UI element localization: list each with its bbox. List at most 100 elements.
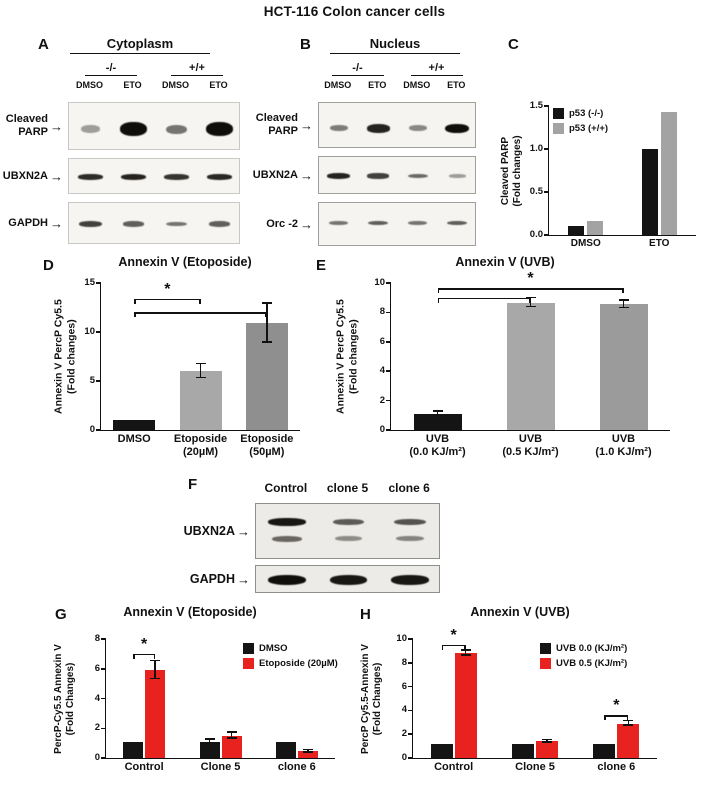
y-axis-tick-label: 8 xyxy=(401,656,407,668)
y-axis-tick-mark xyxy=(386,429,391,431)
genotype-label: -/- xyxy=(331,62,384,76)
y-axis-tick-label: 10 xyxy=(84,326,95,337)
panel-a-western-blot: Cytoplasm -/- +/+ DMSO ETO DMSO ETO Cleaved PAR… xyxy=(3,32,252,250)
error-bar xyxy=(266,303,268,343)
protein-band xyxy=(329,125,348,132)
arrow-icon: → xyxy=(300,167,313,183)
panel-letter-h: H xyxy=(360,606,371,623)
y-axis-label: Cleaved PARP (Fold changes) xyxy=(500,135,523,207)
bar-uvb-1-0-kj-m xyxy=(599,304,648,430)
panel-h-chart: Annexin V (UVB) PercP Cy5.5-Annexin V (F… xyxy=(350,603,705,785)
protein-band xyxy=(166,124,187,135)
protein-band xyxy=(206,122,233,137)
fraction-header: Cytoplasm xyxy=(70,36,210,54)
error-bar xyxy=(627,721,630,726)
significance-star: * xyxy=(527,270,534,288)
significance-bracket-end xyxy=(529,297,531,303)
panel-letter-a: A xyxy=(38,36,49,53)
error-bar-cap xyxy=(432,410,443,412)
protein-band xyxy=(81,125,100,134)
lane-label: DMSO xyxy=(76,80,103,90)
y-axis-label: Annexin V PercP Cy5.5 (Fold changes) xyxy=(52,299,77,414)
significance-bracket xyxy=(134,298,201,301)
y-axis-tick-mark xyxy=(408,733,413,735)
x-category-label: DMSO xyxy=(117,433,151,445)
significance-bracket-end xyxy=(134,312,136,318)
protein-band xyxy=(78,221,103,227)
significance-bracket xyxy=(134,312,267,314)
error-bar-cap xyxy=(195,362,206,365)
x-category-label: Clone 5 xyxy=(200,761,241,773)
significance-bracket-end xyxy=(133,653,135,659)
protein-band xyxy=(447,220,468,226)
x-category-label: UVB (1.0 KJ/m²) xyxy=(595,433,652,459)
significance-bracket-end xyxy=(265,312,267,318)
significance-star: * xyxy=(164,280,171,298)
protein-band xyxy=(166,221,187,227)
plot-area: 0 2 4 6 8 10 UVB (0.0 KJ/m²) UVB (0.5 KJ/m²) UVB… xyxy=(374,270,670,458)
chart-legend: p53 (-/-) p53 (+/+) xyxy=(553,108,608,138)
arrow-icon: → xyxy=(50,118,63,134)
bar-clone-6-dmso xyxy=(275,741,296,758)
protein-name: UBXN2A xyxy=(183,523,235,538)
blot-gapdh xyxy=(255,565,440,593)
x-category-label: Etoposide (50µM) xyxy=(240,433,294,459)
y-axis-tick-label: 6 xyxy=(401,680,407,692)
protein-band xyxy=(208,221,231,227)
lane-label: Control xyxy=(264,481,308,495)
y-axis-tick-label: 2 xyxy=(379,394,385,406)
blot-orc-2 xyxy=(318,202,476,246)
protein-band xyxy=(448,174,466,178)
protein-label: UBXN2A → xyxy=(180,503,250,559)
genotype-label: +/+ xyxy=(410,62,463,76)
x-category-label: Clone 5 xyxy=(515,761,555,773)
genotype-label: +/+ xyxy=(171,62,223,76)
y-axis-tick-label: 2 xyxy=(401,728,407,740)
error-bar-cap xyxy=(525,305,536,308)
protein-band xyxy=(329,220,349,225)
protein-band xyxy=(120,122,147,137)
chart-title: Annexin V (Etoposide) xyxy=(123,605,257,619)
error-bar xyxy=(199,364,202,379)
y-axis-tick-label: 4 xyxy=(94,692,100,704)
legend-swatch xyxy=(243,658,254,669)
legend-entry: UVB 0.0 (KJ/m²) xyxy=(540,643,627,654)
lane-label: ETO xyxy=(368,80,387,90)
plot-area: 0 5 10 15 DMSO Etoposide (20µM) Etoposide (50µ… xyxy=(84,277,300,458)
y-axis-tick-mark xyxy=(101,638,106,640)
error-bar-cap xyxy=(150,659,161,662)
legend-entry: Etoposide (20µM) xyxy=(243,658,338,669)
y-axis-tick-mark xyxy=(408,638,413,640)
bar-clone-5-uvb-0-5-kj-m xyxy=(536,741,558,758)
legend-entry: p53 (-/-) xyxy=(553,108,608,119)
y-axis-tick-mark xyxy=(386,311,391,314)
lane-label: ETO xyxy=(123,80,142,90)
panel-b-western-blot: Nucleus -/- +/+ DMSO ETO DMSO ETO Cleaved PARP →… xyxy=(252,32,485,252)
y-axis-tick-label: 0 xyxy=(94,752,100,763)
blot-ubxn2a xyxy=(318,156,476,194)
error-bar-cap xyxy=(204,738,215,740)
bar-dmso xyxy=(113,420,156,430)
y-axis-tick-mark xyxy=(101,668,106,670)
protein-band xyxy=(334,536,363,542)
legend-swatch xyxy=(540,643,551,654)
legend-swatch xyxy=(243,643,254,654)
protein-name: GAPDH xyxy=(8,216,48,229)
y-axis-tick-label: 0.0 xyxy=(529,229,543,240)
bar-clone-5-dmso xyxy=(199,741,220,758)
y-axis-tick-label: 0.5 xyxy=(529,186,543,197)
y-axis-tick-mark xyxy=(386,370,391,372)
significance-bracket-end xyxy=(626,715,629,721)
y-axis-tick-label: 6 xyxy=(379,335,385,347)
y-axis-tick-label: 8 xyxy=(379,306,385,318)
protein-name: UBXN2A xyxy=(252,168,298,181)
bar-clone-5-etoposide-20-m xyxy=(221,735,242,758)
protein-band xyxy=(408,220,428,225)
protein-band xyxy=(120,174,147,180)
x-category-label: clone 6 xyxy=(277,761,316,773)
y-axis-tick-mark xyxy=(101,697,106,700)
bar-uvb-0-5-kj-m xyxy=(506,302,555,430)
x-category-label: UVB (0.5 KJ/m²) xyxy=(502,433,559,459)
chart-legend: UVB 0.0 (KJ/m²) UVB 0.5 (KJ/m²) xyxy=(540,643,627,673)
significance-bracket-end xyxy=(153,653,156,659)
